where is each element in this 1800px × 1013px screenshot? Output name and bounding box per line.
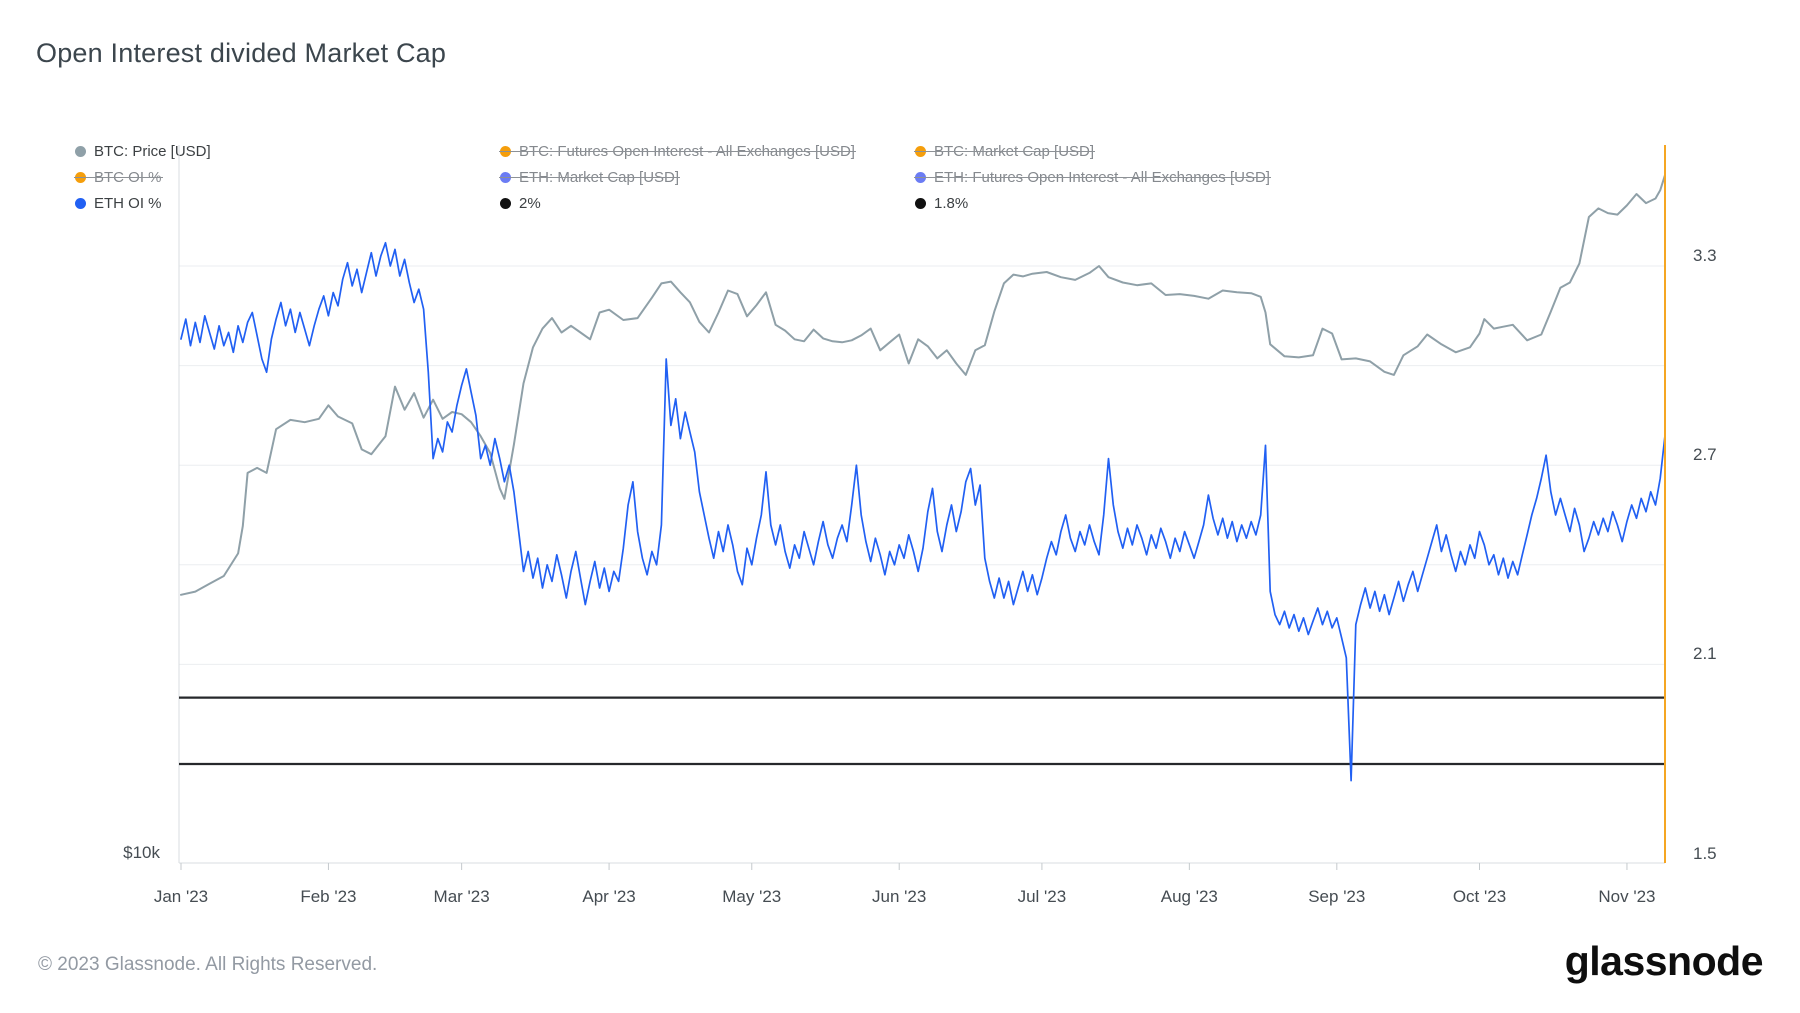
left-axis-tick: $10k xyxy=(123,843,160,862)
legend-item-eth-oi[interactable]: ETH OI % xyxy=(75,192,162,214)
legend-item-label: BTC: Price [USD] xyxy=(94,142,211,160)
right-axis-tick: 3.3 xyxy=(1693,246,1717,265)
legend-item-1-8[interactable]: 1.8% xyxy=(915,192,968,214)
legend-item-btc-futures-open-interest-all-exchanges-usd[interactable]: BTC: Futures Open Interest - All Exchang… xyxy=(499,140,856,162)
x-axis-tick: Jul '23 xyxy=(1017,887,1067,906)
legend-dot-icon xyxy=(75,197,86,209)
x-axis-tick: Nov '23 xyxy=(1598,887,1656,906)
legend-item-eth-futures-open-interest-all-exchanges-usd[interactable]: ETH: Futures Open Interest - All Exchang… xyxy=(914,166,1271,188)
x-axis-tick: Apr '23 xyxy=(582,887,636,906)
legend-item-btc-price-usd[interactable]: BTC: Price [USD] xyxy=(75,140,211,162)
page-title: Open Interest divided Market Cap xyxy=(36,38,447,68)
x-axis-tick: May '23 xyxy=(722,887,782,906)
x-axis-tick: Mar '23 xyxy=(433,887,490,906)
x-axis-tick: Aug '23 xyxy=(1160,887,1218,906)
series-line-btc-price-usd xyxy=(180,174,1665,596)
series-line-eth-oi xyxy=(180,241,1665,782)
legend-item-btc-oi[interactable]: BTC OI % xyxy=(74,166,163,188)
legend-item-2[interactable]: 2% xyxy=(500,192,541,214)
legend-dot-icon xyxy=(75,145,86,157)
x-axis-tick: Sep '23 xyxy=(1308,887,1366,906)
x-axis-tick: Feb '23 xyxy=(300,887,357,906)
right-axis-tick: 2.7 xyxy=(1693,445,1717,465)
legend-item-btc-market-cap-usd[interactable]: BTC: Market Cap [USD] xyxy=(913,140,1096,162)
legend-item-eth-market-cap-usd[interactable]: ETH: Market Cap [USD] xyxy=(498,166,681,188)
x-axis-tick: Jun '23 xyxy=(872,887,927,906)
x-axis-tick: Oct '23 xyxy=(1452,887,1507,906)
legend-item-label: 1.8% xyxy=(934,194,969,212)
legend-item-label: 2% xyxy=(519,194,541,212)
right-axis-tick: 2.1 xyxy=(1693,644,1717,664)
right-axis-tick: 1.5 xyxy=(1693,843,1717,863)
glassnode-logo: glassnode xyxy=(1564,938,1764,984)
footer-copyright: © 2023 Glassnode. All Rights Reserved. xyxy=(38,954,378,975)
x-axis-tick: Jan '23 xyxy=(153,887,209,906)
legend-item-label: ETH OI % xyxy=(94,194,162,212)
legend-dot-icon xyxy=(500,197,511,209)
legend-dot-icon xyxy=(915,197,926,209)
